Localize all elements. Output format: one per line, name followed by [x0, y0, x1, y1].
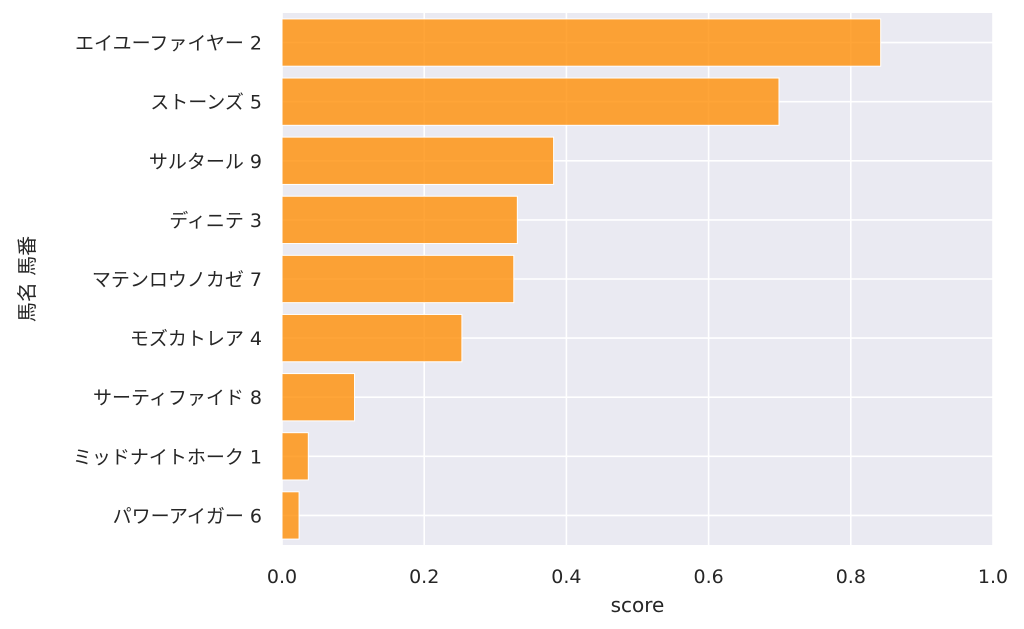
bar: [281, 491, 300, 540]
bar: [281, 18, 882, 67]
category-label: モズカトレア 4: [130, 328, 262, 350]
x-tick-label: 0.2: [409, 566, 439, 588]
bar: [281, 77, 780, 126]
category-label: サルタール 9: [149, 151, 262, 173]
category-label: パワーアイガー 6: [113, 505, 262, 527]
bar: [281, 136, 555, 185]
bar: [281, 373, 356, 422]
x-tick-label: 0.8: [836, 566, 866, 588]
x-tick-labels: 0.0 0.2 0.4 0.6 0.8 1.0: [267, 566, 1008, 588]
x-tick-label: 1.0: [978, 566, 1008, 588]
bar: [281, 195, 518, 245]
category-label: ディニテ 3: [169, 210, 262, 232]
category-labels: エイユーファイヤー 2 ストーンズ 5 サルタール 9 ディニテ 3 マテンロウノカゼ …: [73, 33, 262, 528]
category-label: ストーンズ 5: [150, 92, 262, 114]
x-tick-label: 0.6: [693, 566, 723, 588]
category-label: サーティファイド 8: [93, 387, 262, 409]
y-axis-title: 馬名 馬番: [15, 236, 39, 322]
category-label: マテンロウノカゼ 7: [92, 269, 262, 291]
x-tick-label: 0.0: [267, 566, 297, 588]
x-tick-label: 0.4: [551, 566, 581, 588]
x-axis-title: score: [611, 593, 665, 617]
category-label: エイユーファイヤー 2: [75, 33, 262, 55]
bar: [281, 432, 309, 481]
bar: [281, 254, 515, 304]
bars-group: [281, 18, 882, 540]
category-label: ミッドナイトホーク 1: [73, 446, 262, 468]
bar: [281, 313, 463, 363]
